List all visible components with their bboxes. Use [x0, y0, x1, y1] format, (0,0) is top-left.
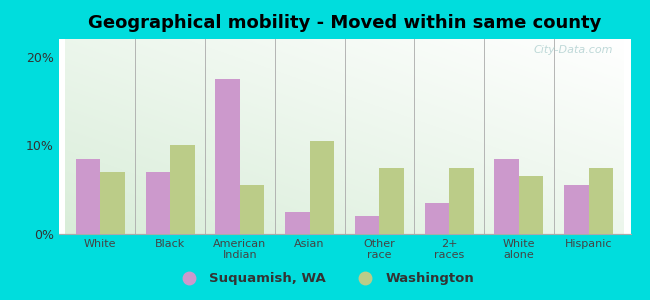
Bar [424, 203, 449, 234]
Bar [355, 216, 380, 234]
Bar [76, 159, 100, 234]
Bar [589, 167, 613, 234]
Bar [146, 172, 170, 234]
Bar [100, 172, 125, 234]
Bar [309, 141, 334, 234]
Bar [564, 185, 589, 234]
Bar [519, 176, 543, 234]
Bar [449, 167, 474, 234]
Text: City-Data.com: City-Data.com [534, 45, 614, 55]
Bar [285, 212, 309, 234]
Bar [380, 167, 404, 234]
Bar [495, 159, 519, 234]
Bar [215, 79, 240, 234]
Legend: Suquamish, WA, Washington: Suquamish, WA, Washington [171, 267, 479, 290]
Title: Geographical mobility - Moved within same county: Geographical mobility - Moved within sam… [88, 14, 601, 32]
Bar [170, 146, 194, 234]
Bar [240, 185, 265, 234]
